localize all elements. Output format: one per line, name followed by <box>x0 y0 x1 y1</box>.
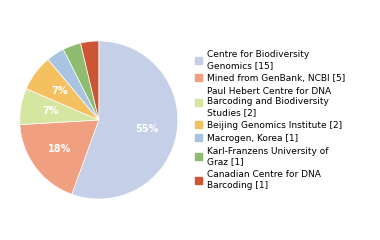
Wedge shape <box>81 41 99 120</box>
Text: 18%: 18% <box>48 144 71 154</box>
Wedge shape <box>20 89 99 125</box>
Text: 7%: 7% <box>51 86 68 96</box>
Text: 7%: 7% <box>42 107 59 116</box>
Wedge shape <box>48 49 99 120</box>
Wedge shape <box>26 60 99 120</box>
Wedge shape <box>72 41 178 199</box>
Wedge shape <box>63 43 99 120</box>
Legend: Centre for Biodiversity
Genomics [15], Mined from GenBank, NCBI [5], Paul Hebert: Centre for Biodiversity Genomics [15], M… <box>193 48 347 192</box>
Wedge shape <box>20 120 99 194</box>
Text: 55%: 55% <box>135 124 159 133</box>
